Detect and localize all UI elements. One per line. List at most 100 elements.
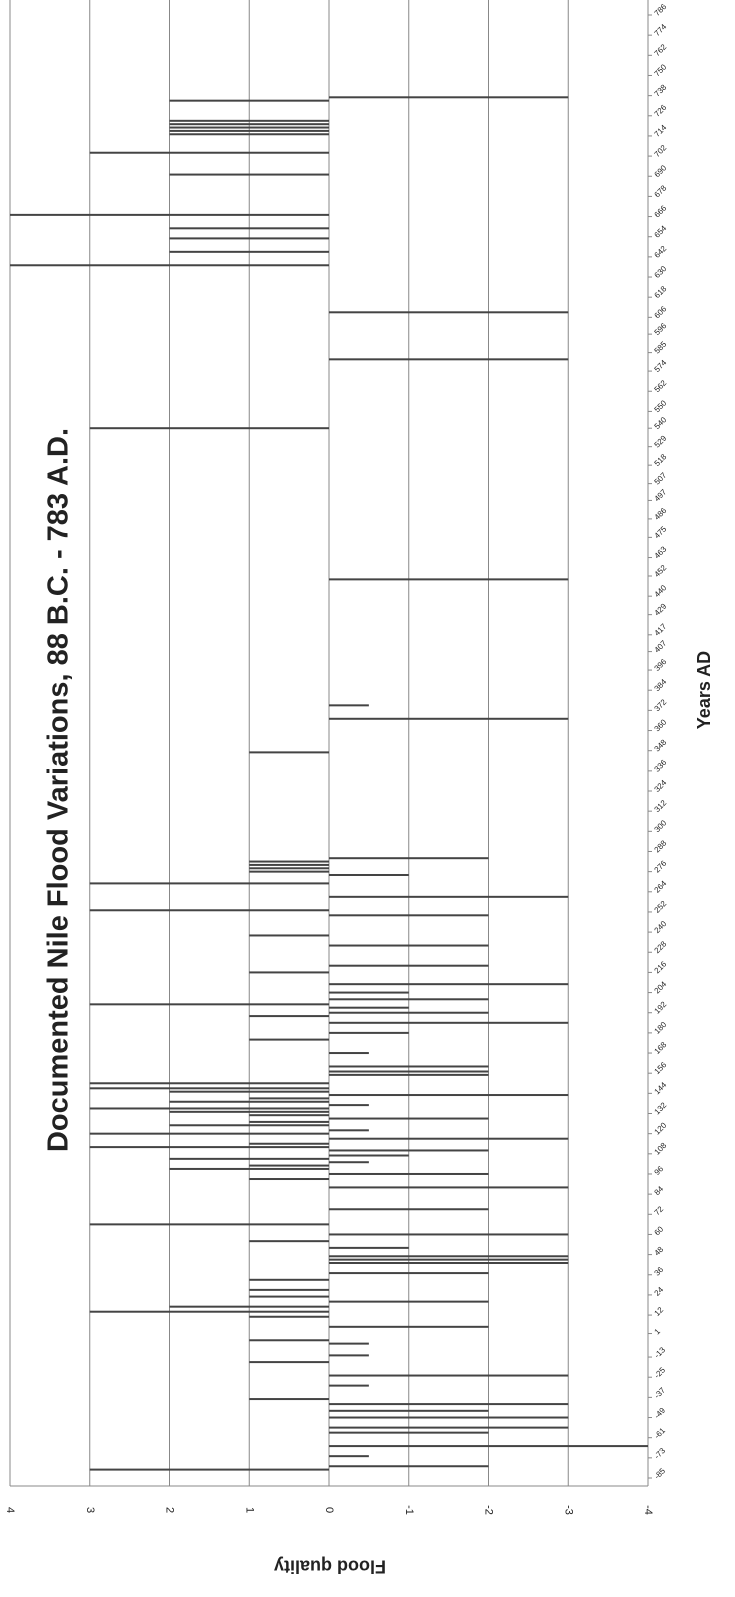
bar <box>329 1104 369 1107</box>
bar <box>89 1003 329 1006</box>
bar <box>169 123 329 126</box>
x-tick-label: -85 <box>653 1466 668 1481</box>
x-tick-label: 518 <box>653 452 669 468</box>
x-tick-label: -13 <box>653 1345 668 1360</box>
x-tick-label: 336 <box>653 758 669 774</box>
bar <box>249 1097 329 1100</box>
bar <box>329 1070 489 1073</box>
x-tick-label: 396 <box>653 657 669 673</box>
bar <box>329 1161 369 1164</box>
y-tick-label: 4 <box>4 1507 16 1513</box>
x-tick-label: 585 <box>653 339 669 355</box>
bar <box>249 1398 329 1401</box>
x-tick-label: 507 <box>653 470 669 486</box>
x-tick-label: 463 <box>653 544 669 560</box>
x-tick-label: 407 <box>653 638 669 654</box>
x-tick-label: 216 <box>653 959 669 975</box>
x-tick-label: 84 <box>653 1184 666 1197</box>
bar <box>329 1325 489 1328</box>
x-tick-label: -37 <box>653 1385 668 1400</box>
bar <box>329 1117 489 1120</box>
bar <box>329 964 489 967</box>
x-tick-label: 108 <box>653 1141 669 1157</box>
x-tick-label: 156 <box>653 1060 669 1076</box>
bar <box>249 863 329 866</box>
bar <box>169 1167 329 1170</box>
x-tick-label: 654 <box>653 223 669 239</box>
bar <box>169 173 329 176</box>
bar <box>249 1142 329 1145</box>
bar <box>329 1006 409 1009</box>
bar <box>329 873 409 876</box>
bar <box>10 264 329 267</box>
bar <box>169 1157 329 1160</box>
bar <box>249 1114 329 1117</box>
bar <box>169 119 329 122</box>
bar <box>169 1100 329 1103</box>
x-tick-label: 630 <box>653 264 669 280</box>
bar <box>329 1073 489 1076</box>
x-tick-label: 192 <box>653 999 669 1015</box>
x-tick-label: 120 <box>653 1120 669 1136</box>
bar <box>329 1300 489 1303</box>
bar <box>169 1305 329 1308</box>
y-tick-label: -2 <box>483 1505 495 1515</box>
x-tick-label: 24 <box>653 1285 666 1298</box>
x-tick-label: 348 <box>653 737 669 753</box>
x-tick-label: 642 <box>653 244 669 260</box>
bar <box>329 1416 569 1419</box>
bar <box>329 96 569 99</box>
bar <box>329 1409 489 1412</box>
x-tick-label: 204 <box>653 979 669 995</box>
bar <box>249 1038 329 1041</box>
y-tick-label: 0 <box>323 1507 335 1513</box>
bar <box>249 1339 329 1342</box>
x-tick-label: 48 <box>653 1244 666 1257</box>
bar <box>89 427 329 430</box>
x-tick-label: 429 <box>653 601 669 617</box>
bar <box>169 1090 329 1093</box>
bar <box>169 227 329 230</box>
x-axis-title: Years AD <box>694 651 714 729</box>
x-tick-label: 562 <box>653 378 669 394</box>
bar <box>329 717 569 720</box>
bar <box>249 971 329 974</box>
x-tick-label: 72 <box>653 1204 666 1217</box>
bar <box>10 213 329 216</box>
bar <box>329 1262 569 1265</box>
x-tick-label: -25 <box>653 1365 668 1380</box>
bar <box>249 1361 329 1364</box>
bar <box>89 1082 329 1085</box>
x-tick-label: 144 <box>653 1080 669 1096</box>
bar <box>89 1223 329 1226</box>
bar <box>329 1137 569 1140</box>
y-tick-label: -3 <box>562 1505 574 1515</box>
bar <box>249 1295 329 1298</box>
y-tick-label: 2 <box>164 1507 176 1513</box>
bar <box>249 1240 329 1243</box>
bar <box>329 1354 369 1357</box>
x-tick-label: 312 <box>653 798 669 814</box>
bar <box>329 311 569 314</box>
bar <box>249 867 329 870</box>
bar <box>249 1288 329 1291</box>
x-tick-label: -49 <box>653 1406 668 1421</box>
bar <box>169 126 329 129</box>
bar <box>329 1258 569 1261</box>
x-tick-label: -61 <box>653 1426 668 1441</box>
bar <box>329 857 489 860</box>
bar <box>249 751 329 754</box>
x-tick-label: 228 <box>653 939 669 955</box>
x-tick-label: 240 <box>653 919 669 935</box>
bar <box>89 1132 329 1135</box>
bar <box>249 1164 329 1167</box>
x-tick-label: -73 <box>653 1446 668 1461</box>
x-tick-label: 417 <box>653 622 669 638</box>
bar <box>249 1120 329 1123</box>
bar <box>169 99 329 102</box>
x-tick-label: 360 <box>653 717 669 733</box>
bar <box>329 1342 369 1345</box>
x-tick-label: 786 <box>653 2 669 18</box>
bar <box>329 578 569 581</box>
